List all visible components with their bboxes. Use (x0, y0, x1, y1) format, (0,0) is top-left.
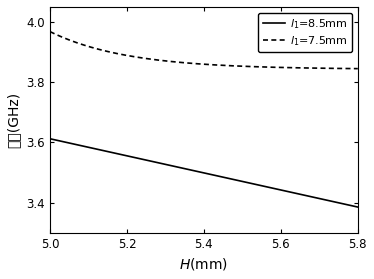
$l_1$=8.5mm (230, 177, 234, 181)
$l_1$=7.5mm (49, 30, 53, 34)
$l_1$=7.5mm (230, 64, 234, 68)
$l_1$=7.5mm (327, 67, 331, 70)
X-axis label: $H$(mm): $H$(mm) (180, 256, 229, 272)
$l_1$=8.5mm (236, 179, 240, 182)
$l_1$=8.5mm (307, 195, 312, 198)
Legend: $l_1$=8.5mm, $l_1$=7.5mm: $l_1$=8.5mm, $l_1$=7.5mm (258, 13, 352, 52)
$l_1$=8.5mm (231, 178, 236, 181)
$l_1$=7.5mm (48, 30, 52, 33)
$l_1$=8.5mm (49, 137, 53, 141)
Line: $l_1$=7.5mm: $l_1$=7.5mm (50, 32, 358, 69)
$l_1$=7.5mm (356, 67, 360, 70)
$l_1$=7.5mm (231, 64, 236, 68)
$l_1$=8.5mm (327, 199, 331, 202)
Line: $l_1$=8.5mm: $l_1$=8.5mm (50, 139, 358, 207)
$l_1$=8.5mm (48, 137, 52, 140)
$l_1$=7.5mm (236, 64, 240, 68)
$l_1$=7.5mm (307, 66, 312, 70)
$l_1$=8.5mm (356, 205, 360, 209)
Y-axis label: 频率(GHz): 频率(GHz) (7, 92, 21, 148)
